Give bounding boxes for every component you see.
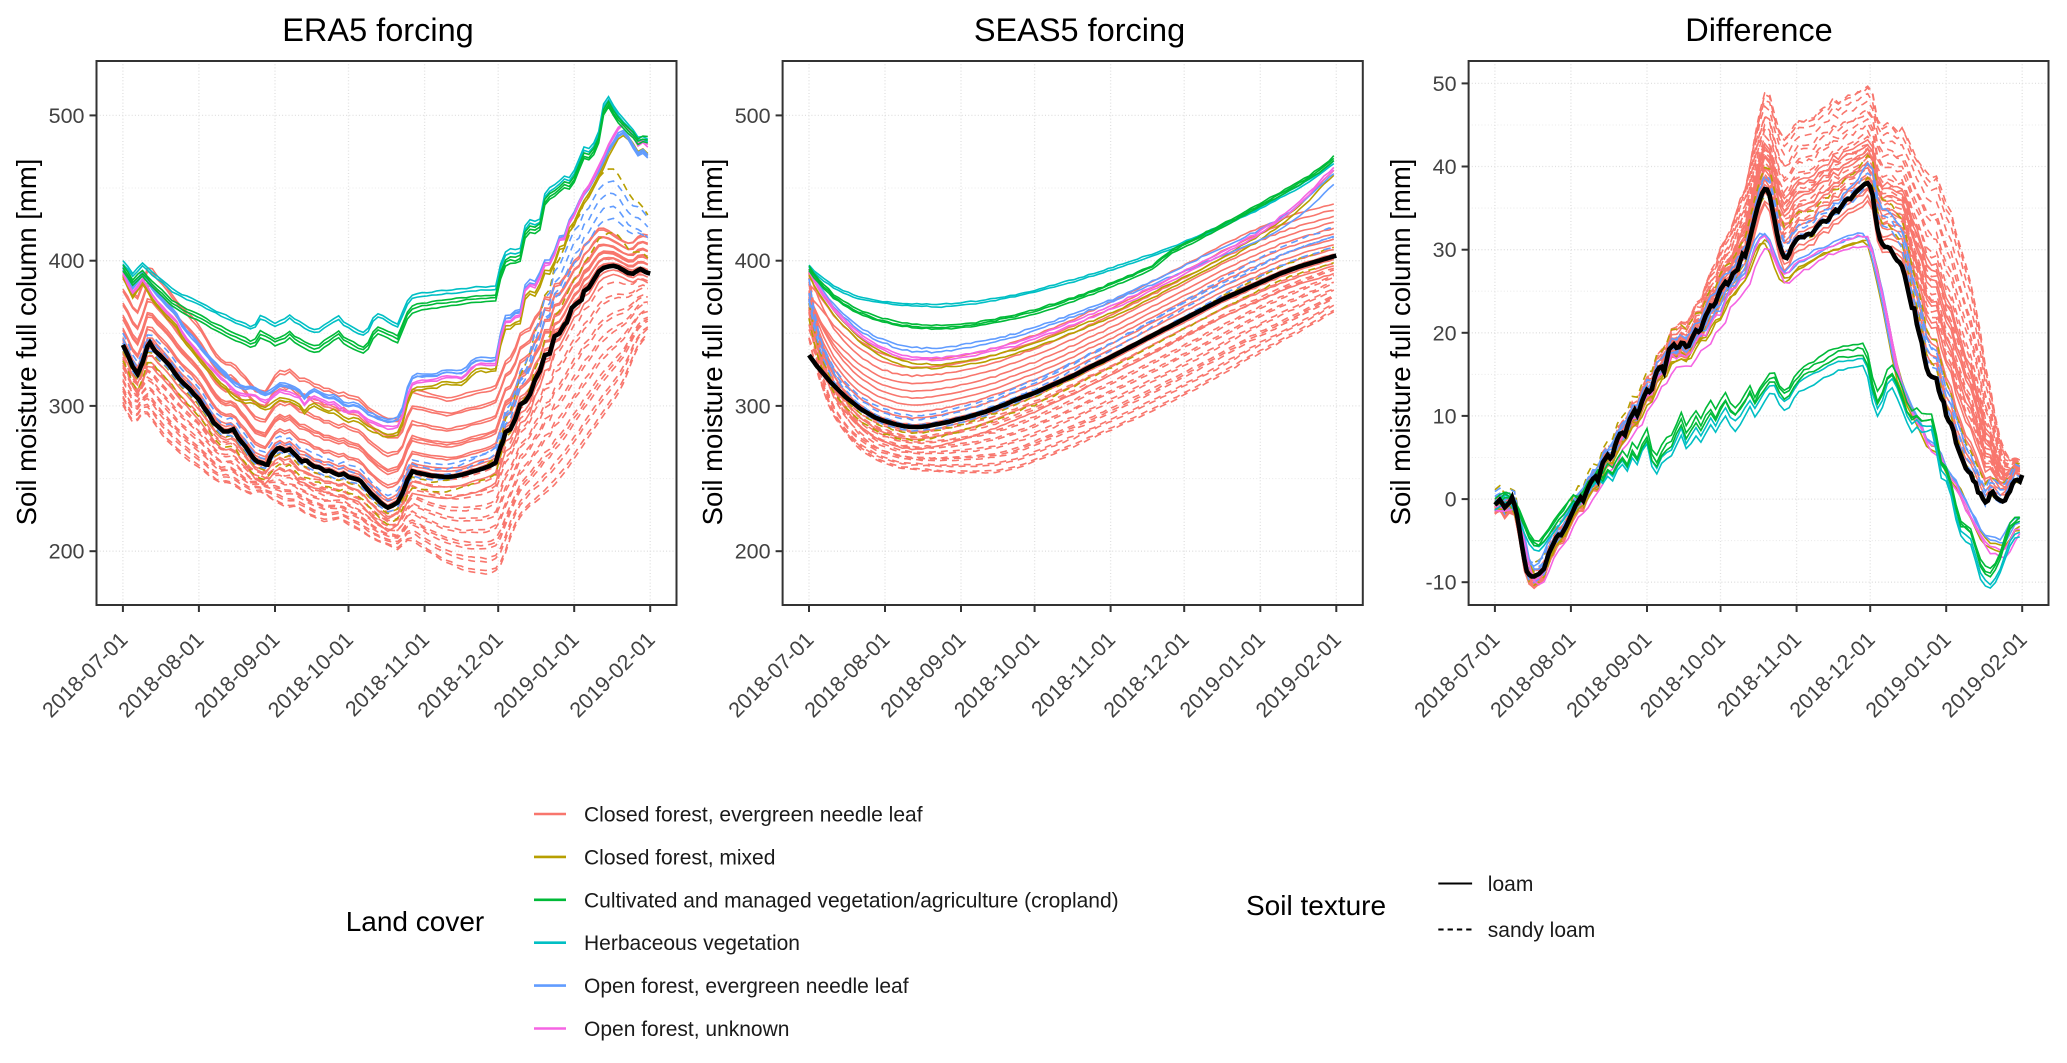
svg-text:Soil moisture full column [mm]: Soil moisture full column [mm] — [697, 159, 728, 526]
svg-text:Cultivated and managed vegetat: Cultivated and managed vegetation/agricu… — [584, 889, 1119, 912]
svg-text:Open forest, evergreen needle: Open forest, evergreen needle leaf — [584, 975, 909, 998]
svg-text:Closed forest, evergreen needl: Closed forest, evergreen needle leaf — [584, 804, 923, 827]
svg-text:-10: -10 — [1426, 571, 1457, 595]
svg-text:Herbaceous vegetation: Herbaceous vegetation — [584, 932, 800, 955]
svg-text:SEAS5 forcing: SEAS5 forcing — [974, 12, 1185, 48]
svg-text:200: 200 — [735, 540, 771, 564]
svg-text:Land cover: Land cover — [346, 906, 485, 937]
svg-text:300: 300 — [49, 394, 85, 418]
svg-text:400: 400 — [735, 249, 771, 273]
svg-text:500: 500 — [735, 104, 771, 128]
svg-text:Difference: Difference — [1685, 12, 1833, 48]
svg-text:loam: loam — [1488, 873, 1534, 896]
svg-text:ERA5 forcing: ERA5 forcing — [282, 12, 473, 48]
svg-text:200: 200 — [49, 540, 85, 564]
svg-text:20: 20 — [1433, 321, 1457, 345]
svg-text:Soil texture: Soil texture — [1246, 890, 1386, 921]
svg-text:Closed forest, mixed: Closed forest, mixed — [584, 846, 775, 869]
svg-text:Open forest, unknown: Open forest, unknown — [584, 1018, 789, 1041]
svg-text:400: 400 — [49, 249, 85, 273]
svg-text:sandy loam: sandy loam — [1488, 919, 1595, 942]
svg-text:300: 300 — [735, 394, 771, 418]
svg-text:0: 0 — [1445, 488, 1457, 512]
svg-text:Soil moisture full column [mm]: Soil moisture full column [mm] — [11, 159, 42, 526]
svg-text:Soil moisture full column [mm]: Soil moisture full column [mm] — [1385, 159, 1416, 526]
svg-text:500: 500 — [49, 104, 85, 128]
svg-text:10: 10 — [1433, 404, 1457, 428]
svg-text:40: 40 — [1433, 155, 1457, 179]
svg-text:50: 50 — [1433, 72, 1457, 96]
svg-text:30: 30 — [1433, 238, 1457, 262]
